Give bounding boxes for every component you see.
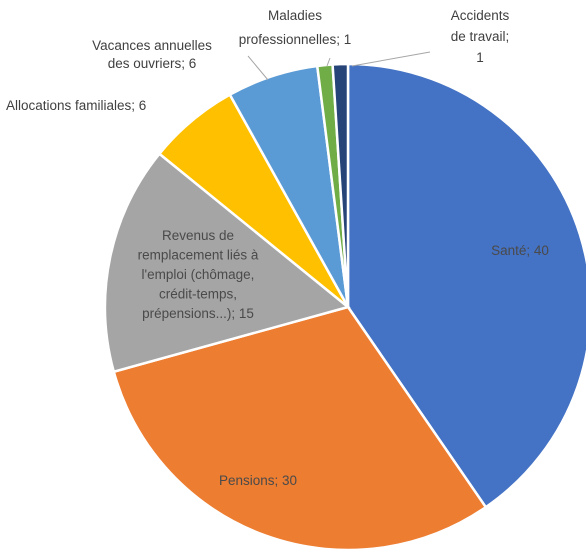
- pie-slice-revenus-de-remplacement-lies-a-l-emploi-chomage-credit-temps-prepensions: [103, 152, 351, 374]
- leader-lines: [247, 51, 431, 81]
- slice-label: Vacances annuelles des ouvriers; 6: [92, 38, 212, 71]
- data-labels: Santé; 40 Pensions; 30 Revenus de remplacem…: [6, 8, 549, 488]
- pie-slice-sante: [346, 62, 586, 509]
- slice-label: Accidents de travail; 1: [451, 8, 510, 65]
- slice-label: Allocations familiales; 6: [6, 98, 146, 113]
- slice-label: Revenus de remplacement liés à l'emploi (c…: [138, 228, 259, 321]
- slice-label: Pensions; 30: [219, 473, 297, 488]
- leader-line: [326, 57, 331, 67]
- slice-label: Santé; 40: [491, 243, 549, 258]
- slice-label: Maladies professionnelles; 1: [239, 8, 352, 47]
- pie-slice-accidents-de-travail: [331, 62, 350, 308]
- leader-line: [247, 55, 269, 81]
- pie-slices: [103, 62, 586, 550]
- pie-slice-pensions: [112, 305, 488, 550]
- leader-line: [351, 51, 431, 67]
